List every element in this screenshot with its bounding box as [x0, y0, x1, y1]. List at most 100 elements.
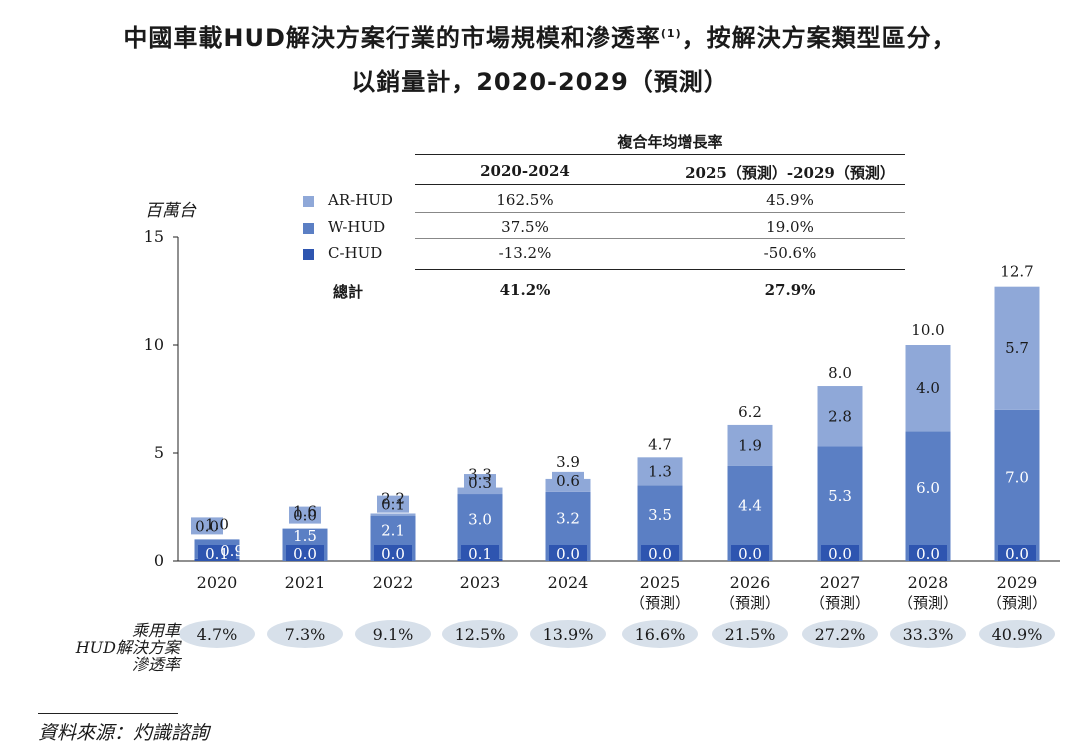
penetration-pill: [712, 620, 788, 648]
data-label-c-hud: 0.0: [381, 545, 405, 563]
bar-total-label: 12.7: [1000, 263, 1033, 281]
penetration-pill: [442, 620, 518, 648]
data-label-w-hud: 0.9: [220, 542, 244, 560]
c-hud-label-bg: [998, 545, 1036, 561]
data-label-w-hud: 3.5: [648, 506, 672, 524]
legend-swatch-c: [303, 248, 314, 260]
bar-total-label: 1.0: [205, 515, 229, 533]
cagr-total-rule: [415, 269, 905, 270]
y-tick-label: 5: [154, 443, 164, 462]
penetration-pill: [530, 620, 606, 648]
data-label-ar-hud: 0.0: [293, 507, 317, 525]
data-label-c-hud: 0.0: [293, 545, 317, 563]
penetration-pill: [179, 620, 255, 648]
c-hud-label-bg: [909, 545, 947, 561]
cagr-col2-header: 2025（預測）-2029（預測）: [685, 164, 895, 182]
source-note: 資料來源：灼識諮詢: [38, 722, 210, 744]
penetration-rate-value: 12.5%: [455, 625, 506, 644]
cagr-col-rule: [415, 184, 905, 185]
data-label-w-hud: 2.1: [381, 521, 405, 539]
penetration-rate-label: 乘用車 HUD解決方案 滲透率: [75, 621, 180, 674]
data-label-c-hud: 0.0: [916, 545, 940, 563]
c-hud-label-bg: [461, 545, 499, 561]
cagr-c-v1: -13.2%: [498, 244, 552, 262]
cagr-header: 複合年均增長率: [617, 133, 723, 151]
penetration-pill: [622, 620, 698, 648]
c-hud-label-bg: [731, 545, 769, 561]
data-label-w-hud: 4.4: [738, 496, 762, 514]
bar-total-label: 3.3: [468, 466, 492, 484]
x-tick-label: 2027: [820, 573, 861, 592]
data-label-c-hud: 0.0: [738, 545, 762, 563]
data-label-ar-hud: 0.6: [556, 472, 580, 490]
y-axis-unit: 百萬台: [145, 201, 196, 221]
data-label-c-hud: 0.0: [1005, 545, 1029, 563]
data-label-w-hud: 5.3: [828, 487, 852, 505]
x-tick-sublabel: （預測）: [810, 594, 870, 612]
legend-w-hud: W-HUD: [303, 218, 385, 236]
cagr-total-v1: 41.2%: [499, 281, 551, 299]
data-label-w-hud: 7.0: [1005, 468, 1029, 486]
x-tick-label: 2026: [730, 573, 771, 592]
bar-total-label: 4.7: [648, 435, 672, 453]
legend-swatch-w: [303, 222, 314, 234]
x-tick-label: 2028: [908, 573, 949, 592]
c-hud-label-bg: [374, 545, 412, 561]
c-hud-label-bg: [286, 545, 324, 561]
data-label-ar-hud: 2.8: [828, 407, 852, 425]
penetration-rate-value: 40.9%: [992, 625, 1043, 644]
c-hud-label-bg: [641, 545, 679, 561]
c-hud-label-bg: [821, 545, 859, 561]
x-tick-sublabel: （預測）: [720, 594, 780, 612]
bar-segment-ar-hud: [905, 345, 951, 432]
ar-hud-label-bg: [289, 506, 321, 524]
y-tick-label: 0: [154, 551, 164, 570]
ar-hud-label-bg: [552, 471, 584, 489]
x-tick-label: 2022: [373, 573, 414, 592]
x-tick-label: 2020: [197, 573, 238, 592]
legend-swatch-ar: [303, 195, 314, 207]
bar-segment-ar-hud: [994, 286, 1040, 410]
bar-segment-ar-hud: [370, 513, 416, 516]
data-label-w-hud: 1.5: [293, 527, 317, 545]
data-label-ar-hud: 1.9: [738, 436, 762, 454]
ar-hud-label-bg: [377, 495, 409, 513]
chart-title-line2: 以銷量計，2020-2029（預測）: [351, 68, 729, 96]
cagr-ar-v1: 162.5%: [496, 191, 554, 209]
x-tick-sublabel: （預測）: [630, 594, 690, 612]
penetration-rate-value: 21.5%: [725, 625, 776, 644]
bar-total-label: 8.0: [828, 364, 852, 382]
data-label-ar-hud: 0.1: [381, 496, 405, 514]
data-label-w-hud: 6.0: [916, 479, 940, 497]
penetration-rate-value: 27.2%: [815, 625, 866, 644]
cagr-w-v1: 37.5%: [501, 218, 549, 236]
data-label-c-hud: 0.0: [556, 545, 580, 563]
legend-ar-hud: AR-HUD: [303, 191, 393, 209]
ar-hud-label-bg: [191, 517, 223, 535]
x-tick-label: 2023: [460, 573, 501, 592]
penetration-rate-value: 7.3%: [285, 625, 326, 644]
data-label-c-hud: 0.0: [828, 545, 852, 563]
y-tick-label: 15: [144, 227, 164, 246]
ar-hud-label-bg: [464, 474, 496, 492]
data-label-ar-hud: 4.0: [916, 379, 940, 397]
x-tick-label: 2024: [548, 573, 589, 592]
bar-segment-w-hud: [817, 446, 863, 561]
penetration-pill: [267, 620, 343, 648]
x-tick-sublabel: （預測）: [898, 594, 958, 612]
data-label-c-hud: 0.1: [205, 545, 229, 563]
cagr-ar-v2: 45.9%: [766, 191, 814, 209]
cagr-col1-header: 2020-2024: [480, 162, 570, 180]
cagr-row-rule-2: [415, 238, 905, 239]
data-label-ar-hud: 0.0: [195, 517, 219, 535]
data-label-c-hud: 0.1: [468, 545, 492, 563]
penetration-pill: [355, 620, 431, 648]
penetration-rate-value: 33.3%: [903, 625, 954, 644]
data-label-w-hud: 3.0: [468, 511, 492, 529]
penetration-pill: [979, 620, 1055, 648]
penetration-pill: [890, 620, 966, 648]
x-tick-label: 2021: [285, 573, 326, 592]
data-label-c-hud: 0.0: [648, 545, 672, 563]
bar-total-label: 3.9: [556, 453, 580, 471]
